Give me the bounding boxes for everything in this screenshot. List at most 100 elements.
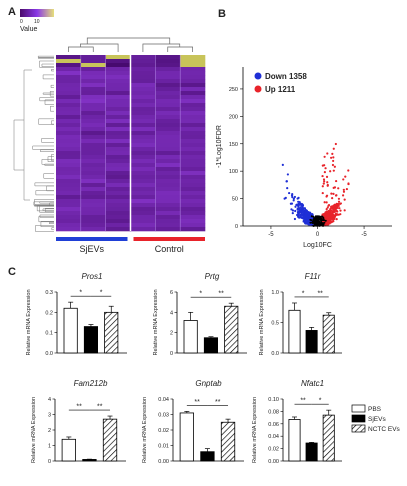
down-point: [291, 196, 294, 199]
heatmap-cell: [155, 175, 181, 180]
heatmap-cell: [155, 95, 181, 100]
down-point: [297, 214, 300, 217]
heatmap-cell: [130, 223, 156, 228]
row-dendrogram-branch: [41, 138, 54, 143]
up-point: [332, 159, 335, 163]
heatmap-cell: [180, 91, 206, 96]
heatmap-cell: [105, 159, 131, 164]
gene-title: Gnptab: [195, 379, 222, 388]
colorbar: [20, 9, 54, 17]
heatmap-cell: [80, 223, 106, 228]
group-bar-sjevs: [56, 237, 128, 241]
row-dendrogram-branch: [51, 227, 54, 231]
heatmap-cell: [105, 167, 131, 172]
significance-mark: *: [199, 291, 202, 298]
heatmap-cell: [155, 55, 181, 60]
heatmap-cell: [105, 75, 131, 80]
up-point: [338, 207, 341, 210]
heatmap-cell: [180, 151, 206, 156]
volcano-y-tick-label: 100: [229, 169, 238, 175]
heatmap-cell: [155, 223, 181, 228]
heatmap-cell: [180, 135, 206, 140]
heatmap-cell: [105, 83, 131, 88]
colorbar-tick-label: 10: [34, 19, 40, 25]
heatmap-cell: [56, 175, 82, 180]
heatmap-cell: [130, 79, 156, 84]
gene-title: Nfatc1: [301, 379, 324, 388]
bar-nctc-evs: [220, 421, 236, 462]
bar-nctc-evs: [102, 418, 118, 462]
down-point: [291, 192, 294, 196]
row-dendrogram-trunk: [13, 69, 32, 201]
heatmap-cell: [155, 195, 181, 200]
volcano-y-axis-label: -1*Log10FDR: [216, 125, 223, 168]
heatmap-cell: [130, 175, 156, 180]
heatmap-cell: [56, 187, 82, 192]
heatmap-cell: [130, 155, 156, 160]
heatmap-cell: [105, 127, 131, 132]
down-point: [291, 209, 295, 212]
heatmap-cell: [155, 119, 181, 124]
heatmap-cell: [80, 123, 106, 128]
heatmap-cell: [56, 107, 82, 112]
heatmap-cell: [56, 179, 82, 184]
up-point: [341, 194, 345, 197]
heatmap-cell: [80, 115, 106, 120]
up-point: [330, 212, 333, 215]
heatmap-cell: [130, 183, 156, 188]
heatmap-cell: [105, 87, 131, 92]
down-point: [285, 180, 288, 183]
row-dendrogram-branch: [38, 216, 54, 223]
heatmap-cell: [130, 135, 156, 140]
heatmap-cell: [180, 179, 206, 184]
heatmap-cell: [105, 103, 131, 108]
significance-mark: *: [319, 398, 322, 405]
row-dendrogram-branch: [51, 154, 54, 162]
heatmap-cell: [130, 151, 156, 156]
heatmap-cell: [105, 59, 131, 64]
heatmap-cell: [130, 143, 156, 148]
legend-label-up: Up 1211: [265, 85, 296, 94]
heatmap-cell: [105, 199, 131, 204]
heatmap-cell: [180, 63, 206, 68]
heatmap-cell: [105, 163, 131, 168]
up-point: [325, 212, 329, 215]
heatmap-cell: [155, 191, 181, 196]
heatmap-cell: [155, 103, 181, 108]
heatmap-cell: [80, 175, 106, 180]
barplot-gnptab: Gnptab 0.00 0.01 0.02 0.03 0.04 Relative mRNA …: [142, 379, 244, 465]
significance-mark: **: [317, 290, 323, 297]
nonsig-point: [316, 219, 319, 222]
nonsig-point: [319, 223, 322, 226]
column-dendrogram-root: [86, 37, 171, 44]
heatmap-cell: [80, 151, 106, 156]
heatmap-cell: [105, 155, 131, 160]
heatmap-cell: [130, 119, 156, 124]
heatmap-cell: [105, 171, 131, 176]
gene-title: Pros1: [82, 272, 103, 281]
heatmap-cell: [105, 107, 131, 112]
row-dendrogram-branch: [34, 182, 54, 187]
up-point: [337, 187, 340, 190]
row-dendrogram-branch: [39, 201, 54, 204]
nonsig-point: [311, 221, 314, 224]
bar-y-tick-label: 0: [170, 351, 173, 357]
heatmap-cell: [155, 215, 181, 220]
bar-sjevs: [305, 442, 318, 462]
down-point: [293, 195, 297, 199]
panel-label-a: A: [8, 6, 16, 18]
heatmap-cell: [105, 151, 131, 156]
heatmap-cell: [80, 75, 106, 80]
down-point: [296, 207, 299, 210]
up-point: [345, 187, 349, 191]
heatmap-cell: [180, 223, 206, 228]
down-point: [309, 213, 312, 216]
heatmap-cell: [80, 183, 106, 188]
heatmap-cell: [80, 119, 106, 124]
heatmap-cell: [105, 99, 131, 104]
heatmap-cell: [130, 87, 156, 92]
heatmap-cell: [105, 215, 131, 220]
up-point: [323, 171, 326, 174]
heatmap-cell: [56, 219, 82, 224]
